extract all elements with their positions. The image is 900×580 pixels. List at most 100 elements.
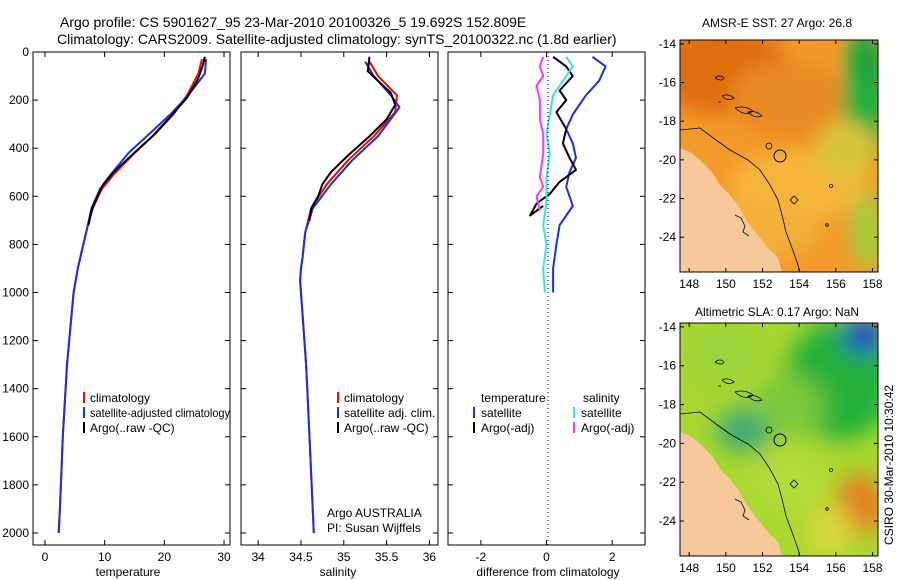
- sla-map: [680, 323, 878, 556]
- map-x-tick-label: 154: [789, 277, 809, 291]
- sla-mid-patch: [685, 325, 765, 385]
- x-tick-label: 20: [158, 550, 172, 564]
- figure-title-line2: Climatology: CARS2009. Satellite-adjuste…: [57, 31, 617, 47]
- map-y-tick-label: -22: [659, 192, 677, 206]
- sla-map-frame: [679, 322, 879, 557]
- legend-label-satellite: satellite-adjusted climatology: [90, 406, 230, 420]
- series-line: [552, 55, 607, 293]
- sla-reef-marker: [829, 468, 833, 472]
- x-tick-label: 35: [337, 550, 351, 564]
- sst-cool-patch: [850, 190, 878, 270]
- map-y-tick-label: -24: [659, 514, 677, 528]
- sst-reef-outline: [789, 195, 799, 205]
- x-tick-label: 30: [217, 550, 231, 564]
- sla-reef-marker: [825, 507, 829, 511]
- legend-label-sal-argo: Argo(-adj): [581, 421, 634, 435]
- sla-land-mass: [680, 432, 782, 556]
- map-y-tick-label: -16: [659, 359, 677, 373]
- map-y-tick-label: -24: [659, 230, 677, 244]
- pi-label: PI: Susan Wijffels: [327, 521, 421, 535]
- legend-label-satellite: satellite adj. clim.: [344, 406, 435, 420]
- sla-high-patch: [717, 408, 773, 452]
- map-y-tick-label: -18: [659, 398, 677, 412]
- y-tick-label: 200: [9, 93, 29, 107]
- x-tick-label: 36: [423, 550, 437, 564]
- map-x-tick-label: 150: [716, 277, 736, 291]
- map-x-tick-label: 148: [679, 561, 699, 575]
- series-line: [542, 56, 574, 293]
- sst-reef-marker: [765, 142, 773, 150]
- y-tick-label: 0: [22, 45, 29, 59]
- argo-position-marker: [773, 149, 787, 163]
- map-y-tick-label: -20: [659, 436, 677, 450]
- y-tick-label: 1400: [2, 382, 29, 396]
- sst-reef-marker: [825, 223, 829, 227]
- legend-title-salinity: salinity: [583, 391, 620, 405]
- sla-coast-reef: [734, 498, 750, 521]
- sst-map: [680, 40, 878, 272]
- sst-reef-outline: [714, 75, 763, 118]
- difference-plot: -2 0 2: [448, 51, 645, 564]
- salinity-plot: 34 34.5 35 35.5 36: [241, 51, 438, 564]
- x-tick-label: 2: [609, 550, 616, 564]
- legend-label-temp-argo: Argo(-adj): [481, 421, 534, 435]
- argo-position-marker: [773, 433, 787, 447]
- map-x-tick-label: 158: [862, 277, 882, 291]
- y-tick-label: 600: [9, 189, 29, 203]
- map-x-tick-label: 152: [752, 277, 772, 291]
- timestamp-label: CSIRO 30-Mar-2010 10:30:42: [882, 385, 896, 545]
- series-line: [308, 56, 397, 221]
- sla-reef-marker: [765, 426, 773, 434]
- figure-title-line1: Argo profile: CS 5901627_95 23-Mar-2010 …: [60, 14, 526, 30]
- y-tick-label: 1600: [2, 430, 29, 444]
- map-x-tick-label: 152: [752, 561, 772, 575]
- float-program-label: Argo AUSTRALIA: [327, 506, 422, 520]
- sst-map-title: AMSR-E SST: 27 Argo: 26.8: [702, 16, 852, 30]
- sla-shelf-contour: [680, 411, 801, 556]
- series-line: [299, 61, 401, 534]
- map-x-tick-label: 156: [826, 277, 846, 291]
- x-tick-label: 35.5: [375, 550, 399, 564]
- legend-label-sal-satellite: satellite: [581, 406, 622, 420]
- sst-cool-patch: [856, 40, 878, 82]
- series-line: [299, 61, 398, 534]
- legend-label-climatology: climatology: [90, 391, 150, 405]
- temperature-legend: climatology satellite-adjusted climatolo…: [83, 391, 230, 435]
- sla-map-title: Altimetric SLA: 0.17 Argo: NaN: [695, 305, 859, 319]
- series-line: [57, 59, 208, 534]
- y-tick-label: 1000: [2, 285, 29, 299]
- sst-map-frame: [679, 39, 879, 273]
- legend-label-temp-satellite: satellite: [481, 406, 522, 420]
- map-y-tick-label: -22: [659, 475, 677, 489]
- sla-mid-patch: [750, 450, 830, 510]
- x-tick-label: 34.5: [289, 550, 313, 564]
- map-x-tick-label: 158: [862, 561, 882, 575]
- map-y-tick-label: -14: [659, 320, 677, 334]
- map-x-tick-label: 154: [789, 561, 809, 575]
- series-line: [529, 55, 577, 217]
- x-tick-label: 34: [251, 550, 265, 564]
- x-tick-label: -2: [475, 550, 486, 564]
- map-x-tick-label: 150: [716, 561, 736, 575]
- temperature-panel: [32, 51, 231, 546]
- sla-mid-patch: [755, 375, 825, 435]
- difference-xlabel: difference from climatology: [476, 565, 619, 579]
- sla-low-patch: [805, 505, 855, 555]
- map-x-tick-label: 148: [679, 277, 699, 291]
- temperature-xlabel: temperature: [96, 565, 161, 579]
- temperature-plot: 0 10 20 30 0 200 400 600 800 1000 1200 1400 1600 1800…: [2, 45, 231, 564]
- y-tick-label: 400: [9, 141, 29, 155]
- sst-map-axes: 148 150 152 154 156 158 -14 -16 -18 -20 -22 -24: [659, 37, 883, 291]
- sst-shelf-contour: [680, 127, 801, 272]
- difference-legend: temperature salinity satellite Argo(-adj…: [473, 391, 634, 435]
- salinity-panel: [240, 51, 439, 546]
- legend-label-argo: Argo(..raw -QC): [344, 421, 429, 435]
- series-line: [535, 56, 545, 211]
- map-y-tick-label: -20: [659, 153, 677, 167]
- salinity-xlabel: salinity: [320, 565, 357, 579]
- map-y-tick-label: -16: [659, 76, 677, 90]
- x-tick-label: 0: [543, 550, 550, 564]
- map-y-tick-label: -14: [659, 37, 677, 51]
- sla-map-axes: 148 150 152 154 156 158 -14 -16 -18 -20 -22 -24: [659, 320, 883, 575]
